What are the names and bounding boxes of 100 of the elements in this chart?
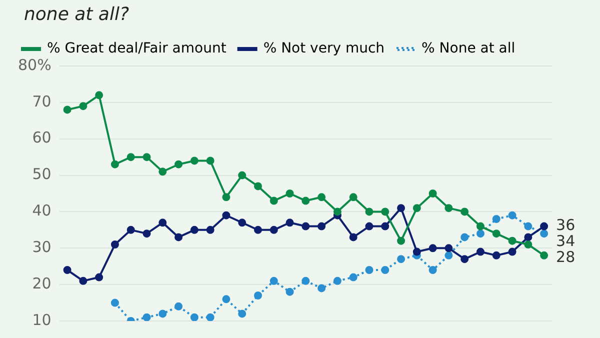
y-tick-label: 70 bbox=[32, 92, 52, 110]
point bbox=[63, 106, 72, 114]
point bbox=[238, 171, 246, 180]
point bbox=[428, 244, 437, 252]
point bbox=[254, 226, 262, 234]
point bbox=[302, 276, 310, 285]
point bbox=[158, 218, 167, 227]
point bbox=[302, 196, 310, 205]
point bbox=[126, 153, 135, 162]
point bbox=[302, 222, 310, 230]
point bbox=[365, 222, 374, 230]
point bbox=[540, 222, 548, 230]
point bbox=[206, 226, 214, 234]
point bbox=[508, 236, 516, 245]
point bbox=[318, 284, 326, 292]
point bbox=[110, 298, 119, 307]
point bbox=[270, 196, 278, 205]
text: 28 bbox=[556, 248, 576, 266]
point bbox=[190, 313, 198, 321]
point bbox=[142, 230, 151, 238]
point bbox=[540, 251, 548, 260]
point bbox=[508, 211, 516, 220]
point bbox=[444, 251, 453, 260]
point bbox=[238, 310, 246, 318]
y-tick-label: 20 bbox=[32, 274, 52, 292]
point bbox=[333, 208, 342, 216]
point bbox=[365, 208, 374, 216]
point bbox=[524, 222, 532, 230]
point bbox=[158, 168, 167, 176]
point bbox=[412, 204, 421, 212]
point bbox=[508, 248, 516, 256]
point bbox=[492, 230, 500, 238]
point bbox=[254, 182, 262, 190]
chart-title: none at all? bbox=[23, 3, 130, 27]
point bbox=[524, 240, 532, 248]
point bbox=[365, 266, 374, 274]
point bbox=[397, 204, 406, 212]
point bbox=[476, 230, 484, 238]
point bbox=[428, 266, 437, 274]
point bbox=[79, 102, 88, 110]
point bbox=[63, 266, 72, 274]
y-tick-label: 30 bbox=[32, 238, 52, 256]
point bbox=[318, 193, 326, 202]
point bbox=[381, 266, 390, 274]
y-tick-label: 50 bbox=[32, 165, 52, 184]
point bbox=[270, 276, 278, 285]
text: 34 bbox=[556, 232, 576, 250]
point bbox=[286, 218, 294, 227]
point bbox=[333, 276, 342, 285]
legend-label: % Great deal/Fair amount bbox=[47, 40, 227, 57]
y-tick-label: 40 bbox=[32, 202, 52, 220]
point bbox=[349, 233, 358, 242]
point bbox=[428, 190, 437, 198]
point bbox=[397, 236, 406, 245]
point bbox=[206, 313, 214, 321]
point bbox=[126, 226, 135, 234]
point bbox=[476, 248, 484, 256]
point bbox=[318, 222, 326, 230]
point bbox=[444, 204, 453, 212]
point bbox=[174, 302, 183, 310]
point bbox=[110, 240, 119, 248]
point bbox=[110, 160, 119, 168]
point bbox=[79, 276, 88, 285]
text: 36 bbox=[556, 216, 576, 234]
point bbox=[206, 156, 214, 165]
point bbox=[95, 91, 104, 100]
point bbox=[492, 251, 500, 260]
point bbox=[444, 244, 453, 252]
y-tick-label: 10 bbox=[32, 310, 52, 329]
point bbox=[158, 310, 167, 318]
point bbox=[142, 313, 151, 321]
point bbox=[460, 233, 469, 242]
point bbox=[381, 222, 390, 230]
point bbox=[286, 288, 294, 296]
legend-label: % Not very much bbox=[263, 40, 385, 57]
point bbox=[540, 230, 548, 238]
point bbox=[222, 295, 230, 304]
legend-label: % None at all bbox=[422, 40, 516, 57]
point bbox=[222, 211, 230, 220]
point bbox=[412, 248, 421, 256]
point bbox=[286, 190, 294, 198]
point bbox=[254, 292, 262, 300]
point bbox=[349, 193, 358, 202]
point bbox=[174, 160, 183, 168]
point bbox=[174, 233, 183, 242]
point bbox=[524, 233, 532, 242]
point bbox=[381, 208, 390, 216]
point bbox=[95, 273, 104, 282]
point bbox=[270, 226, 278, 234]
point bbox=[460, 255, 469, 264]
point bbox=[397, 255, 406, 264]
y-tick-label: 80% bbox=[18, 56, 52, 74]
point bbox=[142, 153, 151, 162]
point bbox=[222, 193, 230, 202]
point bbox=[190, 226, 198, 234]
point bbox=[238, 218, 246, 227]
y-tick-label: 60 bbox=[32, 128, 52, 147]
point bbox=[190, 156, 198, 165]
point bbox=[349, 273, 358, 282]
point bbox=[460, 208, 469, 216]
